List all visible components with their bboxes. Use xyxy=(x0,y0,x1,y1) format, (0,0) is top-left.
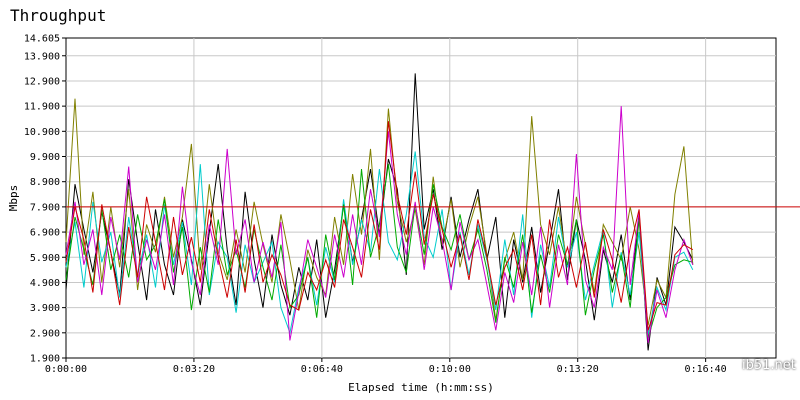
plot-area xyxy=(65,37,777,359)
y-tick-label: 5.900 xyxy=(30,253,60,264)
y-tick-label: 11.900 xyxy=(24,102,60,113)
y-tick-label: 3.900 xyxy=(30,303,60,314)
x-axis-label: Elapsed time (h:mm:ss) xyxy=(348,381,494,394)
y-tick-label: 2.900 xyxy=(30,328,60,339)
series-line-5 xyxy=(65,106,694,343)
x-tick-label: 0:00:00 xyxy=(45,364,87,375)
y-axis-label: Mbps xyxy=(7,185,20,212)
series-line-4 xyxy=(65,164,693,339)
y-axis-ticks: 1.900 2.900 3.900 4.900 5.900 6.900 7.900 8.900… xyxy=(24,34,66,365)
y-tick-label: 4.900 xyxy=(30,278,60,289)
y-tick-label: 13.900 xyxy=(24,51,60,62)
y-tick-label: 12.900 xyxy=(24,76,60,87)
y-tick-label: 1.900 xyxy=(30,354,60,365)
grid-lines xyxy=(66,38,776,358)
y-tick-label: 6.900 xyxy=(30,228,60,239)
x-tick-label: 0:10:00 xyxy=(429,364,471,375)
series-lines xyxy=(65,73,694,351)
chart-title: Throughput xyxy=(10,6,107,25)
y-tick-label: 7.900 xyxy=(30,202,60,213)
y-tick-label: 14.605 xyxy=(24,34,60,45)
y-tick-label: 10.900 xyxy=(24,127,60,138)
y-tick-label: 8.900 xyxy=(30,177,60,188)
series-line-6 xyxy=(65,121,694,331)
x-tick-label: 0:13:20 xyxy=(557,364,599,375)
x-tick-label: 0:06:40 xyxy=(301,364,343,375)
watermark-text: ib51.net xyxy=(742,358,796,373)
y-tick-label: 9.900 xyxy=(30,152,60,163)
x-axis-ticks: 0:00:00 0:03:20 0:06:40 0:10:00 0:13:20 0:16:… xyxy=(45,358,727,375)
x-tick-label: 0:16:40 xyxy=(685,364,727,375)
x-tick-label: 0:03:20 xyxy=(173,364,215,375)
